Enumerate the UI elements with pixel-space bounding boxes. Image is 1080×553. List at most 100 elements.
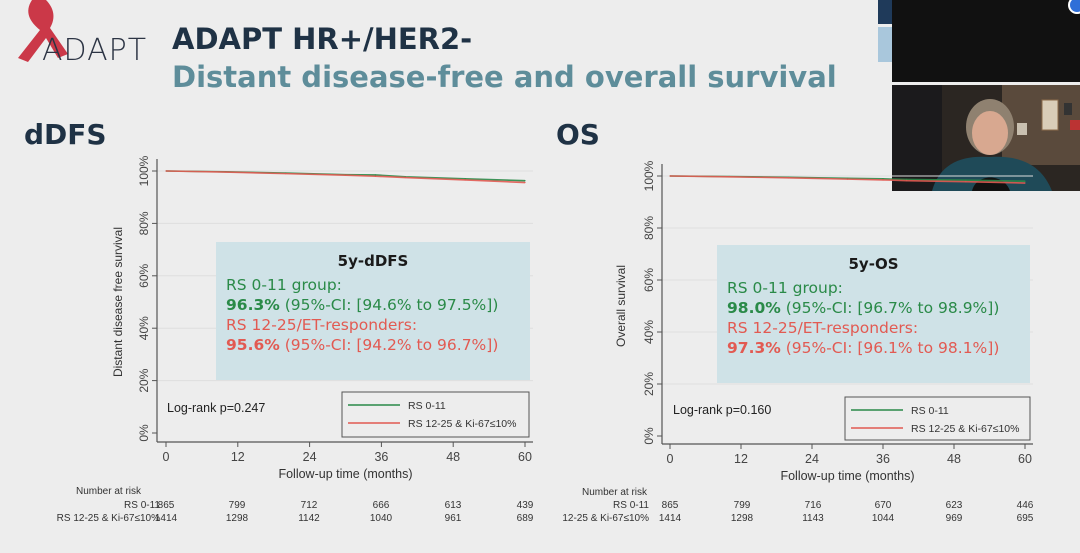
decor-block-dark — [878, 0, 892, 24]
risk-row-label: 12-25 & Ki-67≤10% — [562, 513, 649, 524]
ddfs-infobox: 5y-dDFS RS 0-11 group: 96.3% (95%-CI: [9… — [216, 242, 530, 380]
y-axis-label: Overall survival — [614, 265, 628, 347]
logrank-annotation: Log-rank p=0.247 — [167, 401, 265, 415]
group1-value: 98.0% — [727, 299, 781, 317]
ddfs-risk-table: Number at risk RS 0-11 865 799 712 666 613 439… — [0, 485, 545, 530]
series-line-rs-12-25 — [165, 170, 526, 184]
slide-title: ADAPT HR+/HER2- — [172, 22, 473, 56]
y-axis-label: Distant disease free survival — [111, 227, 125, 377]
series-point — [524, 181, 526, 184]
x-tick-label: 60 — [1018, 452, 1032, 466]
y-tick-label: 80% — [642, 216, 656, 240]
risk-cell: 1040 — [369, 513, 393, 524]
series-point — [965, 181, 967, 183]
group1-value: 96.3% — [226, 296, 280, 314]
risk-row-label: RS 12-25 & Ki-67≤10% — [56, 513, 160, 524]
risk-cell: 799 — [228, 500, 246, 511]
series-point — [882, 179, 884, 181]
logrank-annotation: Log-rank p=0.160 — [673, 403, 771, 417]
x-tick-label: 24 — [303, 450, 317, 464]
x-axis-label: Follow-up time (months) — [278, 467, 412, 481]
slide-subtitle: Distant disease-free and overall surviva… — [172, 60, 837, 94]
group2-label: RS 12-25/ET-responders: — [727, 319, 919, 337]
infobox-title: 5y-OS — [848, 255, 899, 273]
group2-value: 95.6% — [226, 336, 280, 354]
risk-cell: 623 — [945, 500, 963, 511]
series-point — [669, 175, 671, 177]
group2-label: RS 12-25/ET-responders: — [226, 316, 418, 334]
risk-cell: 446 — [1016, 500, 1034, 511]
x-tick-label: 12 — [231, 450, 245, 464]
legend-label: RS 12-25 & Ki-67≤10% — [408, 418, 517, 430]
legend-label: RS 0-11 — [408, 400, 446, 412]
x-tick-label: 48 — [446, 450, 460, 464]
y-tick-label: 60% — [137, 263, 151, 287]
series-point — [524, 180, 526, 182]
x-tick-label: 48 — [947, 452, 961, 466]
risk-cell: 1298 — [730, 513, 754, 524]
series-point — [165, 170, 167, 172]
group1-ci: (95%-CI: [94.6% to 97.5%]) — [279, 296, 499, 314]
risk-cell: 670 — [874, 500, 892, 511]
series-point — [906, 178, 908, 180]
risk-cell: 969 — [945, 513, 963, 524]
x-tick-label: 24 — [805, 452, 819, 466]
risk-cell: 961 — [444, 513, 462, 524]
section-label-os: OS — [556, 118, 600, 151]
series-point — [285, 173, 287, 175]
infobox-title: 5y-dDFS — [337, 252, 409, 270]
y-tick-label: 0% — [642, 427, 656, 445]
os-km-chart: 0% 20% 40% 60% 80% 100% 0 12 24 36 48 60 Follow-up t… — [614, 160, 1033, 483]
os-infobox: 5y-OS RS 0-11 group: 98.0% (95%-CI: [96.… — [717, 245, 1030, 383]
series-line-rs-12-25 — [669, 175, 1026, 184]
series-point — [464, 179, 466, 181]
series-point — [225, 171, 227, 173]
y-tick-label: 0% — [137, 424, 151, 442]
risk-table-title: Number at risk — [582, 487, 648, 498]
risk-cell: 865 — [661, 500, 679, 511]
series-point — [846, 178, 849, 180]
decor-block-light — [878, 27, 892, 62]
group2-ci: (95%-CI: [94.2% to 96.7%]) — [279, 336, 499, 354]
legend-box — [844, 396, 1031, 441]
logo-text: ADAPT — [42, 33, 148, 68]
x-tick-label: 0 — [667, 452, 674, 466]
risk-row-label: RS 0-11 — [613, 500, 649, 511]
os-risk-table: Number at risk RS 0-11 865 799 716 670 623 446… — [540, 485, 1080, 530]
risk-cell: 712 — [300, 500, 318, 511]
y-tick-label: 40% — [137, 316, 151, 340]
series-point — [1024, 182, 1026, 184]
y-tick-label: 100% — [642, 160, 656, 191]
series-point — [787, 177, 789, 179]
legend-label: RS 12-25 & Ki-67≤10% — [911, 423, 1020, 435]
ribbon-icon — [18, 0, 68, 62]
risk-cell: 1414 — [154, 513, 178, 524]
x-tick-label: 0 — [163, 450, 170, 464]
group1-label: RS 0-11 group: — [727, 279, 843, 297]
y-tick-label: 100% — [137, 155, 151, 186]
series-point — [374, 174, 377, 176]
risk-cell: 689 — [516, 513, 534, 524]
y-tick-label: 60% — [642, 268, 656, 292]
risk-cell: 1142 — [298, 513, 320, 524]
series-point — [344, 174, 347, 176]
y-tick-label: 40% — [642, 320, 656, 344]
risk-cell: 865 — [157, 500, 175, 511]
x-tick-label: 12 — [734, 452, 748, 466]
risk-cell: 1414 — [658, 513, 682, 524]
legend-label: RS 0-11 — [911, 405, 949, 417]
risk-cell: 1044 — [871, 513, 895, 524]
participant-badge-icon[interactable] — [1068, 0, 1080, 14]
y-tick-label: 80% — [137, 211, 151, 235]
group1-label: RS 0-11 group: — [226, 276, 342, 294]
x-tick-label: 36 — [374, 450, 388, 464]
risk-cell: 1298 — [225, 513, 249, 524]
video-tile-empty[interactable] — [892, 0, 1080, 82]
group1-ci: (95%-CI: [96.7% to 98.9%]) — [780, 299, 1000, 317]
series-point — [404, 176, 406, 179]
x-tick-label: 60 — [518, 450, 532, 464]
risk-cell: 799 — [733, 500, 751, 511]
group2-ci: (95%-CI: [96.1% to 98.1%]) — [780, 339, 1000, 357]
y-tick-label: 20% — [137, 368, 151, 392]
series-point — [906, 180, 908, 182]
